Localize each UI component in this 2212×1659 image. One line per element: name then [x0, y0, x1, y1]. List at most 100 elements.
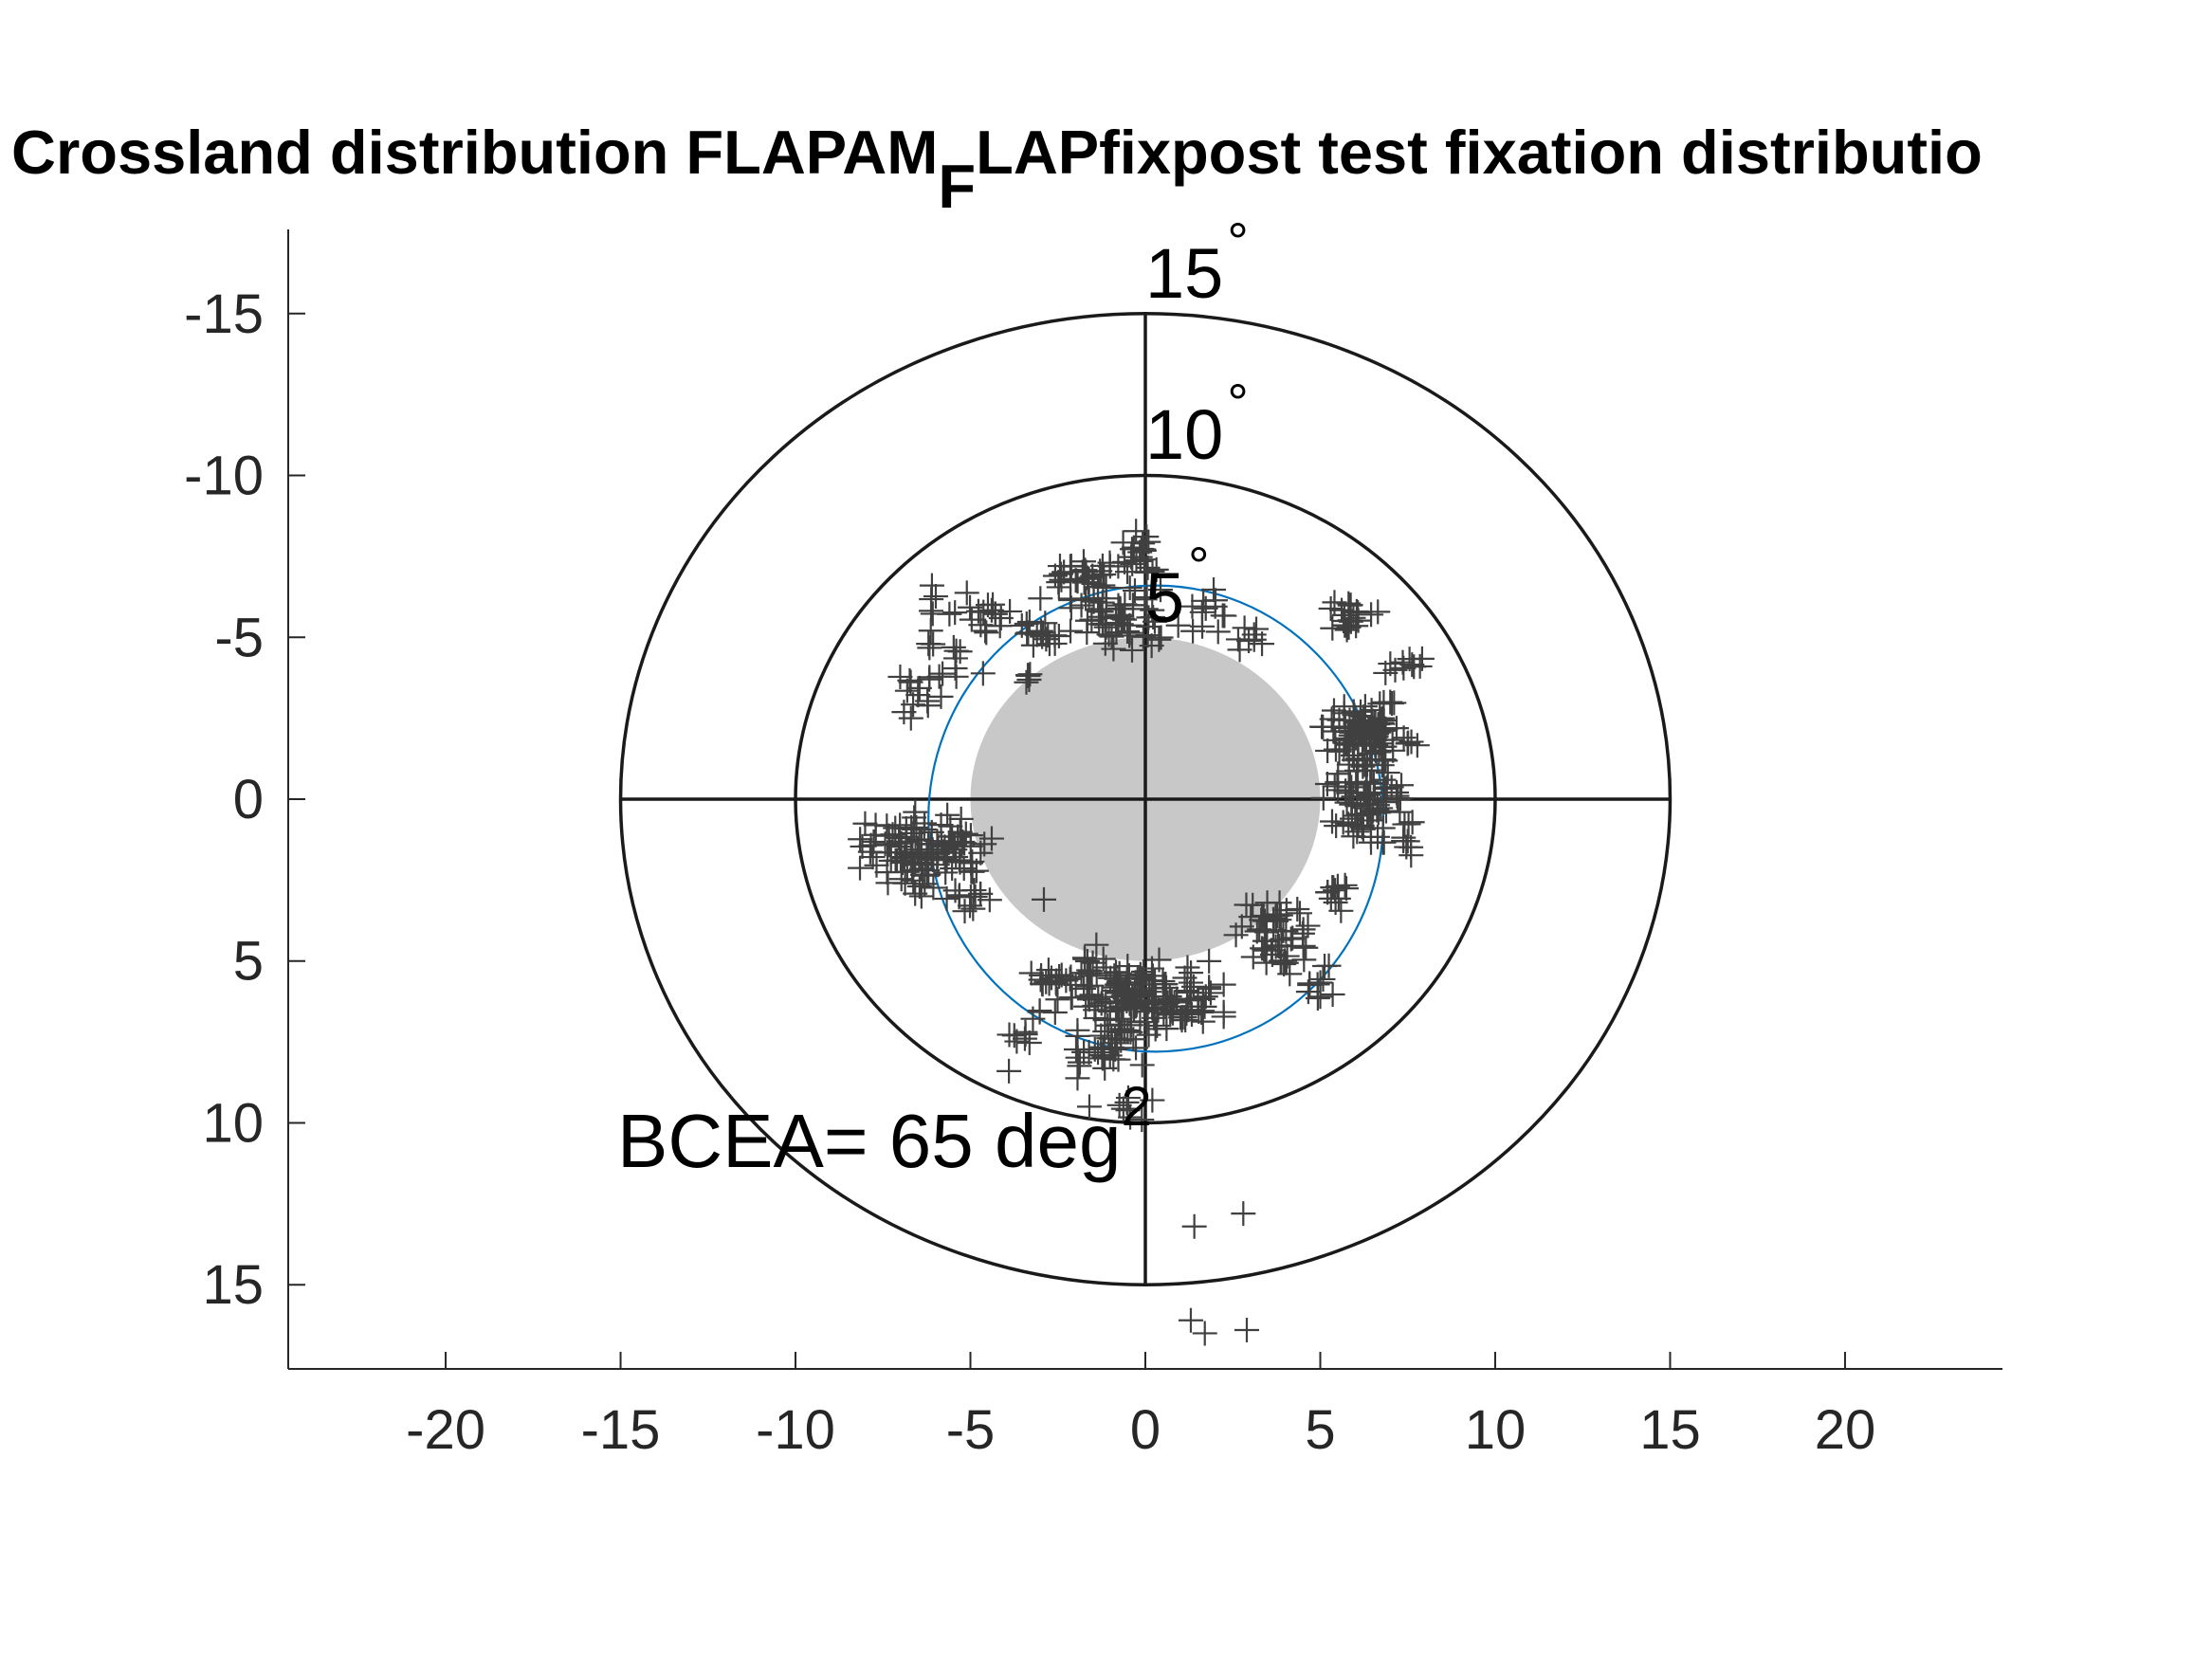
- fixation-marker: [1345, 812, 1371, 838]
- fixation-marker: [1340, 742, 1365, 768]
- fixation-marker: [1059, 985, 1085, 1011]
- fixation-marker: [923, 584, 948, 610]
- fixation-marker: [1350, 816, 1376, 842]
- fixation-marker: [1320, 875, 1345, 901]
- fixation-marker: [916, 631, 941, 657]
- fixation-marker: [954, 580, 979, 606]
- y-tick-label: 10: [202, 1092, 264, 1154]
- fixation-marker: [891, 845, 917, 870]
- x-tick-label: 15: [1639, 1399, 1701, 1461]
- fixation-marker: [1065, 569, 1090, 594]
- fixation-marker: [1334, 790, 1360, 815]
- fixation-marker: [1321, 719, 1346, 744]
- fixation-marker: [1028, 586, 1053, 611]
- fixation-marker: [1380, 727, 1405, 753]
- fixation-marker: [1305, 986, 1330, 1012]
- fixation-points-layer: [848, 519, 1435, 1346]
- fixation-marker: [1323, 890, 1348, 916]
- fixation-marker: [1076, 983, 1102, 1009]
- fixation-marker: [875, 870, 901, 896]
- fixation-marker: [891, 700, 917, 725]
- fixation-marker: [973, 618, 998, 644]
- fixation-marker: [1020, 1006, 1046, 1031]
- fixation-marker: [1069, 592, 1094, 618]
- fixation-marker: [1058, 618, 1084, 644]
- ring-label-5: 5°: [1145, 536, 1210, 637]
- fixation-marker: [1151, 1000, 1177, 1026]
- fixation-marker: [1012, 1026, 1037, 1051]
- fixation-marker: [876, 823, 902, 848]
- fixation-marker: [1134, 524, 1160, 550]
- fixation-marker: [1236, 629, 1262, 654]
- fixation-marker: [1030, 971, 1055, 996]
- fixation-marker: [1067, 1049, 1092, 1075]
- fixation-marker: [1172, 965, 1197, 991]
- fixation-marker: [1118, 1104, 1143, 1130]
- fixation-marker: [1324, 813, 1349, 839]
- fixation-marker: [1134, 585, 1160, 611]
- fixation-marker: [1128, 972, 1154, 997]
- fixation-marker: [1148, 577, 1174, 603]
- fixation-marker: [1337, 592, 1362, 618]
- fixation-marker: [987, 613, 1013, 639]
- fixation-marker: [917, 635, 942, 661]
- fixation-marker: [1158, 1002, 1183, 1028]
- fixation-marker: [1332, 872, 1358, 898]
- ring-label-15: 15°: [1145, 211, 1249, 313]
- fixation-marker: [901, 816, 926, 842]
- fixation-marker: [942, 837, 968, 863]
- fixation-marker: [928, 812, 954, 838]
- fixation-marker: [1127, 539, 1153, 565]
- fixation-marker: [1120, 985, 1145, 1011]
- fixation-marker: [1320, 981, 1345, 1007]
- fixation-marker: [1088, 1023, 1114, 1048]
- fixation-marker: [861, 829, 887, 854]
- fixation-marker: [932, 834, 958, 860]
- fixation-marker: [1322, 590, 1347, 615]
- fixation-marker: [1042, 1000, 1068, 1025]
- fixation-marker: [1373, 660, 1398, 685]
- y-tick-label: -15: [184, 283, 264, 345]
- y-tick-label: -5: [214, 607, 264, 668]
- degree-sign: °: [1227, 211, 1248, 271]
- fixation-marker: [1360, 708, 1385, 734]
- fixation-marker: [1104, 966, 1129, 992]
- fixation-marker: [1330, 810, 1356, 835]
- fixation-marker: [1232, 615, 1257, 641]
- fixation-marker: [1250, 936, 1275, 961]
- fixation-marker: [1382, 657, 1408, 683]
- fixation-marker: [1254, 890, 1280, 916]
- fixation-marker: [1015, 663, 1041, 688]
- y-tick-label: 15: [202, 1254, 264, 1316]
- fixation-marker: [1063, 1036, 1088, 1062]
- fixation-marker: [1106, 1047, 1131, 1072]
- y-tick-label: 0: [233, 769, 264, 830]
- fixation-marker: [1271, 952, 1297, 977]
- fixation-marker: [898, 705, 923, 731]
- fixation-marker: [904, 814, 929, 840]
- fixation-marker: [1120, 637, 1144, 663]
- fixation-marker: [1065, 1066, 1090, 1091]
- fixation-marker: [1241, 622, 1267, 647]
- fixation-marker: [1398, 729, 1424, 755]
- fixation-marker: [959, 850, 984, 876]
- chart-title-subscript: F: [938, 152, 976, 221]
- fixation-marker: [1107, 1019, 1133, 1045]
- fixation-marker: [1197, 980, 1223, 1006]
- fixation-marker: [1352, 780, 1378, 806]
- fixation-marker: [1197, 948, 1222, 974]
- fixation-marker: [1086, 987, 1111, 1012]
- axes-layer: -20 -15 -10 -5 0 5 10 15 20 -15 -10 -5 0 5 10 15: [184, 229, 2002, 1461]
- fixation-marker: [1307, 984, 1333, 1010]
- bcea-label-superscript: 2: [1121, 1076, 1151, 1138]
- fixation-marker: [1105, 1030, 1130, 1056]
- fixation-marker: [887, 664, 913, 689]
- fixation-marker: [1395, 731, 1420, 757]
- bcea-label: BCEA= 65 deg2: [617, 1076, 1152, 1183]
- fixation-marker: [888, 866, 914, 892]
- fixation-marker: [852, 811, 878, 836]
- fixation-marker: [934, 886, 960, 912]
- fixation-marker: [1042, 563, 1068, 589]
- fixation-marker: [1079, 607, 1105, 632]
